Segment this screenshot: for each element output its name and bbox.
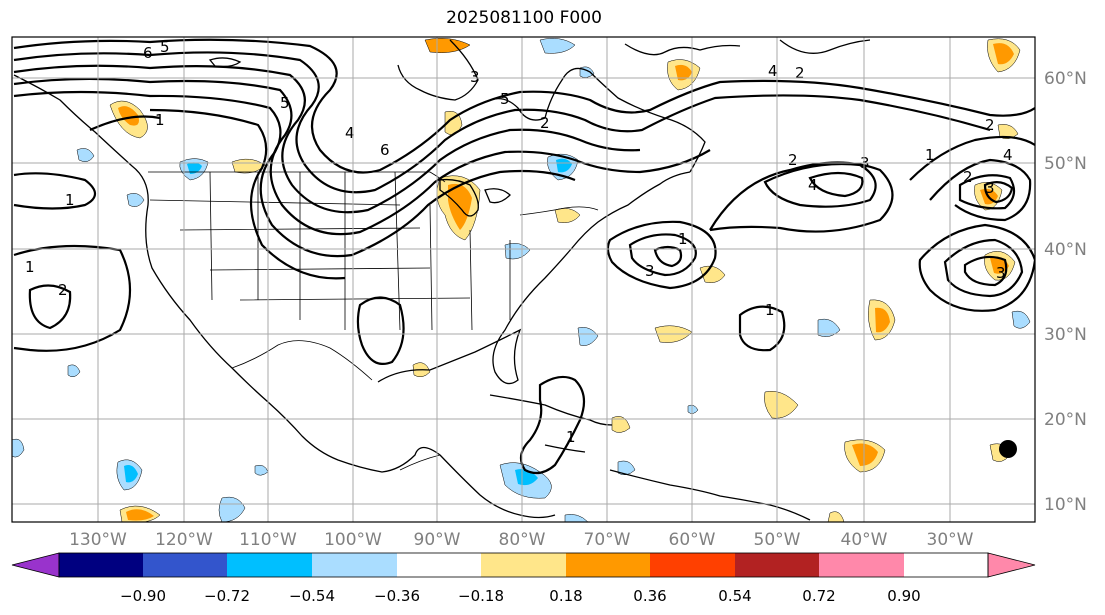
contour-label: 1: [25, 258, 35, 276]
colorbar-tick-label: −0.54: [289, 587, 335, 605]
contour-label: 2: [540, 114, 550, 132]
lat-label: 50°N: [1044, 154, 1087, 174]
contour-label: 4: [768, 62, 778, 80]
lat-label: 60°N: [1044, 69, 1087, 89]
colorbar-tick-label: −0.18: [458, 587, 504, 605]
lon-label: 130°W: [69, 530, 127, 550]
colorbar-tick-label: 0.54: [718, 587, 751, 605]
colorbar-extend-high: [987, 552, 1036, 578]
lat-label: 30°N: [1044, 325, 1087, 345]
contour-label: 2: [795, 64, 805, 82]
contour-label: 1: [566, 428, 576, 446]
lon-label: 70°W: [584, 530, 631, 550]
storm-marker: [999, 440, 1017, 458]
colorbar-tick-label: −0.90: [120, 587, 166, 605]
colorbar-tick-label: 0.90: [887, 587, 920, 605]
colorbar-bin: [397, 553, 481, 577]
contour-label: 4: [808, 176, 818, 194]
lon-label: 40°W: [841, 530, 888, 550]
contour-label: 1: [765, 301, 775, 319]
coastlines: [13, 39, 871, 521]
colorbar-tick-label: 0.36: [633, 587, 666, 605]
colorbar-bin: [227, 553, 312, 577]
colorbar-bin: [650, 553, 735, 577]
colorbar-bin: [566, 553, 650, 577]
contour-label: 2: [963, 168, 973, 186]
lon-label: 110°W: [239, 530, 297, 550]
contour-label: 1: [65, 191, 75, 209]
contour-label: 4: [1003, 146, 1013, 164]
colorbar-bin: [59, 553, 143, 577]
colorbar-tick-labels: −0.90 −0.72 −0.54 −0.36 −0.18 0.18 0.36 …: [120, 587, 921, 605]
lon-label: 90°W: [414, 530, 461, 550]
contour-label: 4: [345, 124, 355, 142]
lat-label: 10°N: [1044, 495, 1087, 515]
colorbar: [11, 552, 1036, 578]
contour-label: 5: [280, 94, 290, 112]
map-gridlines: [12, 37, 1035, 522]
longitude-labels: 130°W 120°W 110°W 100°W 90°W 80°W 70°W 6…: [69, 530, 974, 550]
contour-label: 1: [678, 230, 688, 248]
contour-label: 6: [143, 44, 153, 62]
contour-label: 2: [58, 281, 68, 299]
map-panel: 6 5 5 4 5 6 1 1 2 2 2 1 1 3 4 3 2 1 4 2 …: [12, 37, 1035, 522]
lat-label: 40°N: [1044, 240, 1087, 260]
contour-label: 2: [788, 151, 798, 169]
lon-label: 120°W: [155, 530, 213, 550]
contour-label: 2: [985, 116, 995, 134]
contour-label: 1: [925, 146, 935, 164]
contour-label: 5: [160, 38, 170, 56]
lon-label: 50°W: [754, 530, 801, 550]
lon-label: 80°W: [499, 530, 546, 550]
contour-label: 3: [985, 179, 995, 197]
lon-label: 30°W: [927, 530, 974, 550]
map-title: 2025081100 F000: [446, 8, 602, 28]
colorbar-tick-label: −0.72: [204, 587, 250, 605]
colorbar-extend-low: [11, 552, 60, 578]
contour-label: 1: [155, 111, 165, 129]
colorbar-bin: [481, 553, 566, 577]
colorbar-tick-label: 0.18: [549, 587, 582, 605]
contour-label: 3: [645, 262, 655, 280]
latitude-labels: 60°N 50°N 40°N 30°N 20°N 10°N: [1044, 69, 1087, 515]
colorbar-bin: [819, 553, 904, 577]
lon-label: 60°W: [669, 530, 716, 550]
contour-label: 5: [500, 90, 510, 108]
colorbar-bin: [735, 553, 819, 577]
contour-label: 6: [380, 141, 390, 159]
contour-label: 3: [996, 264, 1006, 282]
colorbar-frame: [58, 552, 989, 578]
contour-label: 3: [470, 68, 480, 86]
colorbar-bin: [143, 553, 227, 577]
colorbar-bin: [312, 553, 397, 577]
colorbar-tick-label: 0.72: [802, 587, 835, 605]
colorbar-tick-label: −0.36: [374, 587, 420, 605]
lon-label: 100°W: [324, 530, 382, 550]
lat-label: 20°N: [1044, 410, 1087, 430]
map-frame: [11, 36, 1036, 523]
